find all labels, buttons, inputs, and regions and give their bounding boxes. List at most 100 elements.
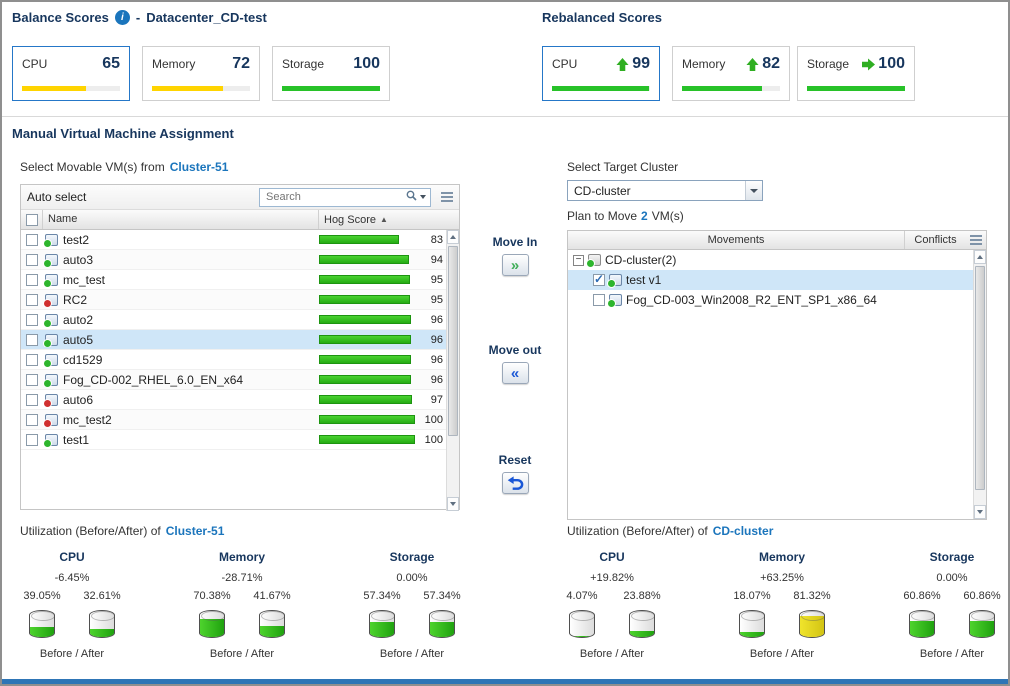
move-in-button[interactable]: »: [501, 254, 529, 276]
plan-prefix: Plan to Move: [567, 209, 638, 223]
score-label: Memory: [682, 57, 726, 71]
scroll-thumb[interactable]: [975, 266, 985, 490]
scroll-thumb[interactable]: [448, 246, 458, 436]
grid-options-icon[interactable]: [441, 192, 453, 202]
row-check-cell: [21, 373, 43, 386]
move-out-button[interactable]: «: [501, 362, 529, 384]
auto-select-button[interactable]: Auto select: [27, 190, 87, 204]
cylinder-fill: [630, 630, 654, 637]
search-options-caret-icon[interactable]: [420, 195, 426, 199]
vm-row[interactable]: mc_test2 100: [21, 410, 446, 430]
row-checkbox[interactable]: [26, 313, 38, 326]
score-bar-fill: [807, 86, 905, 91]
row-checkbox[interactable]: [26, 273, 38, 286]
movement-checkbox[interactable]: [593, 294, 605, 306]
search-box[interactable]: [259, 187, 431, 207]
undo-arrow-icon: [507, 475, 523, 490]
vertical-scrollbar[interactable]: [446, 230, 459, 511]
conflicts-column-header[interactable]: Conflicts: [904, 231, 966, 249]
row-checkbox[interactable]: [26, 393, 38, 406]
before-gauge-cell: [722, 610, 782, 638]
util-metric-label: Storage: [929, 550, 975, 564]
score-bar-fill: [552, 86, 650, 91]
hog-score-header-label: Hog Score: [324, 213, 376, 226]
vm-row[interactable]: mc_test 95: [21, 270, 446, 290]
vm-row[interactable]: test2 83: [21, 230, 446, 250]
movement-vm-row[interactable]: Fog_CD-003_Win2008_R2_ENT_SP1_x86_64: [568, 290, 973, 310]
search-input[interactable]: [266, 191, 403, 203]
balance-card-cpu[interactable]: CPU 65: [12, 46, 130, 101]
grid-icon-cell: [966, 235, 986, 245]
datacenter-name: Datacenter_CD-test: [146, 10, 267, 25]
util-delta: 0.00%: [936, 572, 968, 584]
before-after-caption: Before / After: [209, 648, 275, 660]
row-checkbox[interactable]: [26, 253, 38, 266]
score-bar-track: [152, 86, 250, 91]
after-gauge-cell: [242, 610, 302, 638]
row-checkbox[interactable]: [26, 373, 38, 386]
horizontal-splitter[interactable]: [2, 679, 1008, 684]
vm-row[interactable]: Fog_CD-002_RHEL_6.0_EN_x64 96: [21, 370, 446, 390]
vm-row[interactable]: auto3 94: [21, 250, 446, 270]
movement-vm-name: Fog_CD-003_Win2008_R2_ENT_SP1_x86_64: [626, 293, 877, 307]
scroll-up-button[interactable]: [447, 230, 459, 244]
rebalanced-card-storage[interactable]: Storage 100: [797, 46, 915, 101]
vm-row[interactable]: RC2 95: [21, 290, 446, 310]
scroll-down-button[interactable]: [447, 497, 459, 511]
util-before-value: 70.38%: [193, 590, 231, 602]
search-icon[interactable]: [406, 190, 417, 204]
after-cylinder-gauge: [799, 610, 825, 638]
after-cylinder-gauge: [89, 610, 115, 638]
rebalanced-card-memory[interactable]: Memory 82: [672, 46, 790, 101]
rebalanced-card-cpu[interactable]: CPU 99: [542, 46, 660, 101]
util-after-value: 81.32%: [793, 590, 831, 602]
vm-name: mc_test2: [63, 412, 112, 427]
movements-column-header[interactable]: Movements: [707, 234, 765, 246]
vm-row[interactable]: auto2 96: [21, 310, 446, 330]
vm-name-cell: test1: [43, 433, 319, 447]
scroll-down-button[interactable]: [974, 505, 986, 519]
before-gauge-cell: [182, 610, 242, 638]
collapse-expander[interactable]: −: [573, 254, 584, 266]
vm-row[interactable]: cd1529 96: [21, 350, 446, 370]
row-check-cell: [21, 233, 43, 246]
scroll-up-button[interactable]: [974, 250, 986, 264]
target-cluster-dropdown[interactable]: CD-cluster: [567, 180, 763, 201]
hog-bar: [319, 255, 410, 264]
select-all-checkbox[interactable]: [25, 213, 38, 226]
name-column-header[interactable]: Name: [43, 210, 319, 229]
utilization-title-right: Utilization (Before/After) of CD-cluster: [567, 524, 773, 538]
sort-asc-icon: ▲: [379, 215, 388, 224]
row-checkbox[interactable]: [26, 433, 38, 446]
util-delta: +63.25%: [760, 572, 804, 584]
score-bar-fill: [282, 86, 380, 91]
balance-card-storage[interactable]: Storage 100: [272, 46, 390, 101]
row-checkbox[interactable]: [26, 233, 38, 246]
vm-row[interactable]: auto6 97: [21, 390, 446, 410]
hog-bar-track: [319, 295, 415, 304]
info-icon[interactable]: i: [114, 10, 130, 25]
movement-checkbox[interactable]: [593, 272, 605, 286]
row-checkbox[interactable]: [26, 413, 38, 426]
grid-options-icon[interactable]: [970, 235, 982, 245]
hog-score-column-header[interactable]: Hog Score ▲: [319, 214, 459, 226]
vm-name-cell: RC2: [43, 293, 319, 307]
movement-vm-row[interactable]: test v1: [568, 270, 973, 290]
row-checkbox[interactable]: [26, 353, 38, 366]
dropdown-button[interactable]: [745, 181, 762, 200]
vertical-scrollbar[interactable]: [973, 250, 986, 519]
row-check-cell: [21, 333, 43, 346]
score-bar-track: [282, 86, 380, 91]
cluster-node-row[interactable]: − CD-cluster(2): [568, 250, 973, 270]
hog-bar: [319, 435, 415, 444]
reset-button[interactable]: [501, 472, 529, 494]
target-cluster-label: Select Target Cluster: [567, 160, 679, 174]
util-delta: +19.82%: [590, 572, 634, 584]
row-checkbox[interactable]: [26, 293, 38, 306]
vm-icon: [607, 294, 622, 308]
vm-row[interactable]: auto5 96: [21, 330, 446, 350]
balance-card-memory[interactable]: Memory 72: [142, 46, 260, 101]
row-checkbox[interactable]: [26, 333, 38, 346]
vm-row[interactable]: test1 100: [21, 430, 446, 450]
vm-icon: [43, 313, 58, 327]
